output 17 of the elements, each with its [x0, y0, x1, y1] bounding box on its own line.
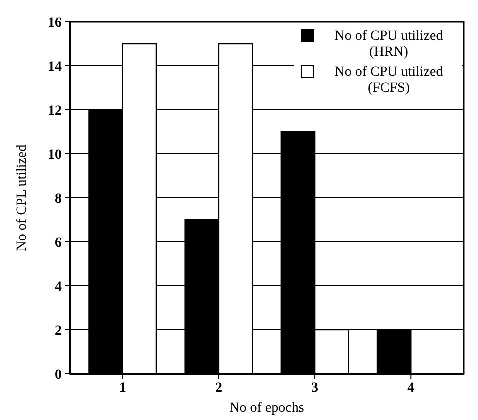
y-axis-title: No of CPL utilized	[15, 144, 30, 252]
legend-label: No of CPU utilized (HRN)	[334, 29, 444, 60]
x-tick-label: 2	[215, 381, 222, 396]
y-tick-label: 6	[55, 236, 62, 251]
x-tick-label: 3	[312, 381, 319, 396]
x-axis-title: No of epochs	[230, 401, 304, 416]
y-tick-label: 10	[48, 148, 62, 163]
y-tick-label: 0	[55, 368, 62, 383]
y-tick-label: 8	[55, 192, 62, 207]
x-tick-label: 1	[119, 381, 126, 396]
y-tick-label: 4	[55, 280, 62, 295]
legend-label: No of CPU utilized (FCFS)	[334, 65, 444, 96]
y-tick-label: 14	[48, 60, 62, 75]
y-tick-label: 16	[48, 16, 62, 31]
y-tick-label: 2	[55, 324, 62, 339]
x-tick-label: 4	[408, 381, 415, 396]
y-tick-label: 12	[48, 104, 62, 119]
